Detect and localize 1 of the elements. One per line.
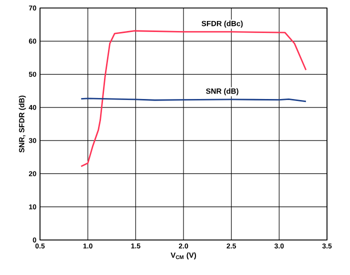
line-series <box>80 30 307 168</box>
